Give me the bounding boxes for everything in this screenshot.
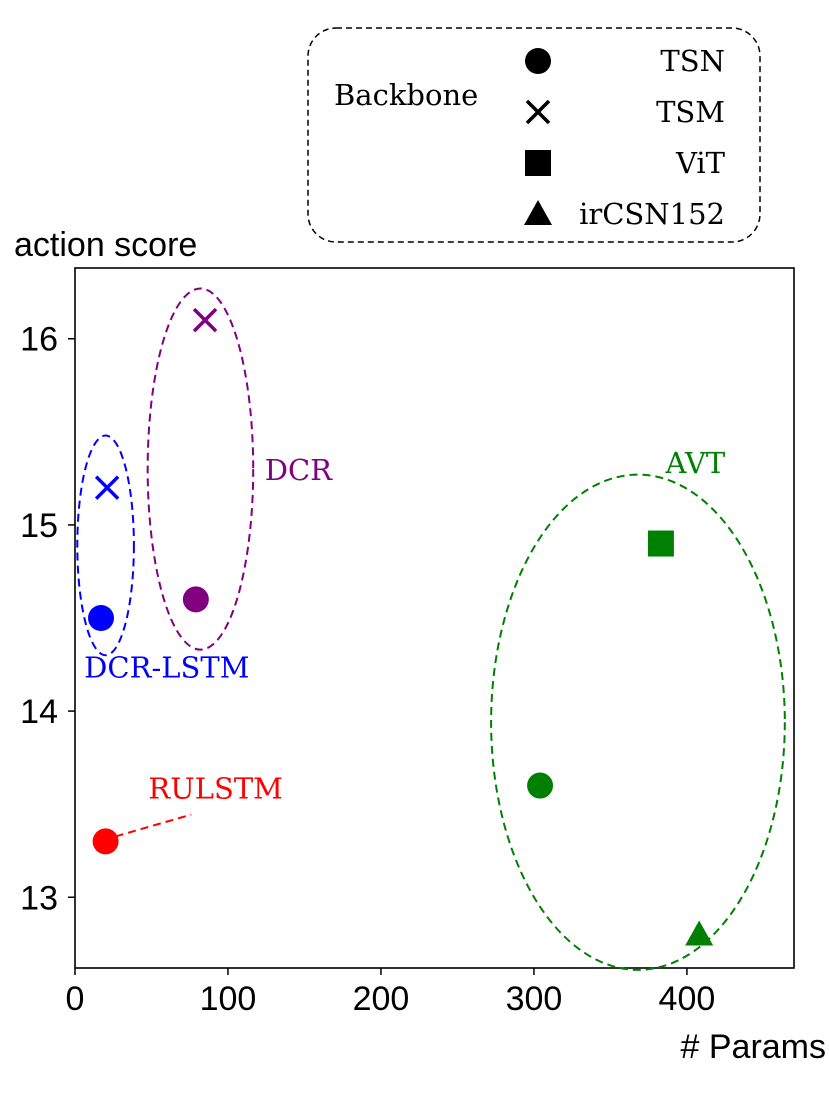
point-dcr-tsm xyxy=(192,307,218,333)
legend-entry-label: ViT xyxy=(675,146,726,180)
x-tick-label: 0 xyxy=(66,980,85,1018)
plot-area xyxy=(74,267,795,969)
group-labels: DCR-LSTM DCR AVT RULSTM xyxy=(84,446,726,806)
legend-box xyxy=(307,27,761,243)
point-rulstm-tsn xyxy=(92,828,119,855)
point-avt-ircsn152 xyxy=(685,920,714,946)
legend-marker-circle xyxy=(525,48,551,74)
point-avt-tsn xyxy=(527,772,554,799)
label-dcr: DCR xyxy=(265,453,333,487)
legend-marker-triangle xyxy=(524,200,552,225)
legend-title: Backbone xyxy=(334,78,478,112)
x-axis-label: # Params xyxy=(681,1028,827,1066)
label-rulstm: RULSTM xyxy=(148,772,282,806)
y-axis-label: action score xyxy=(14,226,197,264)
x-tick-label: 400 xyxy=(659,980,716,1018)
legend-marker-x xyxy=(525,99,551,125)
y-tick-label: 14 xyxy=(20,693,58,731)
rulstm-connector xyxy=(115,813,192,838)
data-points xyxy=(88,307,714,946)
legend-entry-label: irCSN152 xyxy=(579,197,725,231)
point-avt-vit xyxy=(647,530,674,557)
x-tick-label: 200 xyxy=(353,980,410,1018)
point-dcr-lstm-tsn xyxy=(88,605,115,631)
point-dcr-tsn xyxy=(182,586,209,613)
x-tick-label: 100 xyxy=(200,980,257,1018)
legend-entry-label: TSN xyxy=(660,44,725,78)
legend: Backbone TSN TSM ViT irCSN152 xyxy=(307,27,761,243)
ellipse-dcr-lstm xyxy=(76,434,135,657)
x-tick-label: 300 xyxy=(506,980,563,1018)
y-tick-label: 13 xyxy=(20,879,58,917)
label-dcr-lstm: DCR-LSTM xyxy=(84,651,249,685)
y-tick-label: 16 xyxy=(20,321,58,359)
ellipse-dcr xyxy=(146,287,255,651)
label-connectors xyxy=(115,813,192,838)
ellipse-avt xyxy=(490,473,786,971)
y-tick-label: 15 xyxy=(20,507,58,545)
group-ellipses xyxy=(76,287,786,971)
axis-ticks: 0 100 200 300 400 13 14 15 16 xyxy=(20,321,715,1018)
label-avt: AVT xyxy=(664,446,725,480)
legend-entry-label: TSM xyxy=(656,95,725,129)
point-dcr-lstm-tsm xyxy=(94,475,120,500)
legend-marker-square xyxy=(525,150,551,176)
